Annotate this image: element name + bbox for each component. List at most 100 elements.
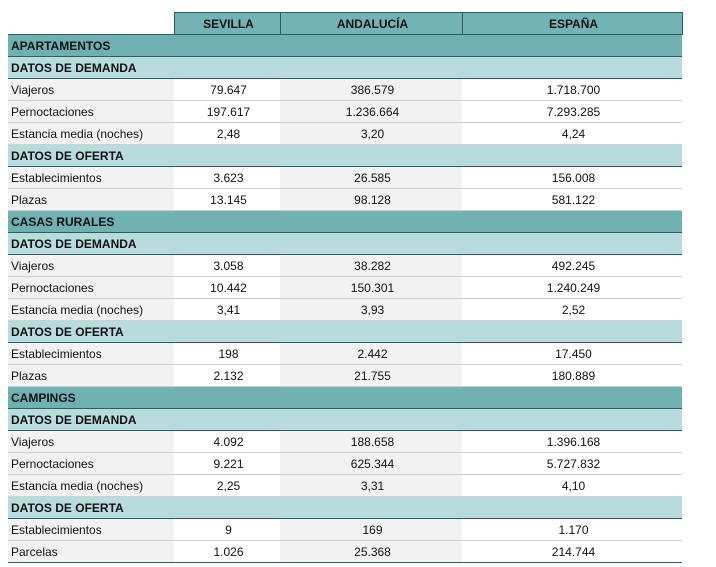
cell-espana: 1.170 [462, 518, 682, 541]
section-header-row: CASAS RURALES [8, 210, 682, 233]
cell-espana: 492.245 [462, 254, 682, 277]
row-label: Viajeros [8, 254, 174, 277]
header-blank-cell [8, 12, 174, 35]
table-row: Pernoctaciones 10.442 150.301 1.240.249 [8, 276, 682, 299]
cell-andalucia: 1.236.664 [280, 100, 462, 123]
group-header-row: DATOS DE DEMANDA [8, 56, 682, 79]
group-title: DATOS DE DEMANDA [8, 56, 682, 79]
cell-andalucia: 150.301 [280, 276, 462, 299]
group-header-row: DATOS DE DEMANDA [8, 408, 682, 431]
table-body: APARTAMENTOS DATOS DE DEMANDA Viajeros 79.6… [8, 34, 682, 563]
table-row: Viajeros 4.092 188.658 1.396.168 [8, 430, 682, 453]
cell-espana: 1.396.168 [462, 430, 682, 453]
cell-andalucia: 2.442 [280, 342, 462, 365]
column-header-sevilla: SEVILLA [173, 12, 281, 35]
group-header-row: DATOS DE OFERTA [8, 320, 682, 343]
cell-espana: 1.240.249 [462, 276, 682, 299]
row-label: Pernoctaciones [8, 276, 174, 299]
row-label: Estancia media (noches) [8, 298, 174, 321]
row-label: Pernoctaciones [8, 100, 174, 123]
column-header-andalucia: ANDALUCÍA [279, 12, 463, 35]
cell-sevilla: 10.442 [174, 276, 280, 299]
cell-espana: 4,10 [462, 474, 682, 497]
group-title: DATOS DE OFERTA [8, 144, 682, 167]
cell-sevilla: 3,41 [174, 298, 280, 321]
row-label: Estancia media (noches) [8, 474, 174, 497]
cell-sevilla: 9 [174, 518, 280, 541]
cell-sevilla: 1.026 [174, 540, 280, 563]
group-header-row: DATOS DE OFERTA [8, 496, 682, 519]
section-header-row: APARTAMENTOS [8, 34, 682, 57]
table-row: Establecimientos 9 169 1.170 [8, 518, 682, 541]
table-row: Viajeros 3.058 38.282 492.245 [8, 254, 682, 277]
cell-sevilla: 3.623 [174, 166, 280, 189]
cell-andalucia: 3,31 [280, 474, 462, 497]
group-title: DATOS DE OFERTA [8, 496, 682, 519]
table-row: Estancia media (noches) 2,25 3,31 4,10 [8, 474, 682, 497]
cell-andalucia: 26.585 [280, 166, 462, 189]
row-label: Viajeros [8, 78, 174, 101]
row-label: Pernoctaciones [8, 452, 174, 475]
row-label: Establecimientos [8, 342, 174, 365]
row-label: Plazas [8, 364, 174, 387]
cell-sevilla: 79.647 [174, 78, 280, 101]
cell-sevilla: 197.617 [174, 100, 280, 123]
group-header-row: DATOS DE DEMANDA [8, 232, 682, 255]
cell-espana: 4,24 [462, 122, 682, 145]
cell-espana: 1.718.700 [462, 78, 682, 101]
row-label: Viajeros [8, 430, 174, 453]
column-header-row: SEVILLA ANDALUCÍA ESPAÑA [8, 12, 683, 35]
row-label: Establecimientos [8, 518, 174, 541]
cell-espana: 180.889 [462, 364, 682, 387]
table-row: Pernoctaciones 9.221 625.344 5.727.832 [8, 452, 682, 475]
table-row: Viajeros 79.647 386.579 1.718.700 [8, 78, 682, 101]
group-title: DATOS DE DEMANDA [8, 232, 682, 255]
cell-sevilla: 3.058 [174, 254, 280, 277]
cell-sevilla: 4.092 [174, 430, 280, 453]
cell-espana: 7.293.285 [462, 100, 682, 123]
row-label: Parcelas [8, 540, 174, 563]
table-row: Parcelas 1.026 25.368 214.744 [8, 540, 682, 563]
table-row: Estancia media (noches) 2,48 3,20 4,24 [8, 122, 682, 145]
cell-sevilla: 2.132 [174, 364, 280, 387]
column-header-espana: ESPAÑA [461, 12, 683, 35]
group-title: DATOS DE DEMANDA [8, 408, 682, 431]
cell-sevilla: 13.145 [174, 188, 280, 211]
table-row: Plazas 2.132 21.755 180.889 [8, 364, 682, 387]
row-label: Establecimientos [8, 166, 174, 189]
cell-andalucia: 169 [280, 518, 462, 541]
row-label: Estancia media (noches) [8, 122, 174, 145]
section-title: CASAS RURALES [8, 210, 682, 233]
cell-espana: 214.744 [462, 540, 682, 563]
cell-andalucia: 625.344 [280, 452, 462, 475]
cell-espana: 581.122 [462, 188, 682, 211]
section-title: CAMPINGS [8, 386, 682, 409]
section-header-row: CAMPINGS [8, 386, 682, 409]
group-title: DATOS DE OFERTA [8, 320, 682, 343]
table-row: Establecimientos 198 2.442 17.450 [8, 342, 682, 365]
cell-espana: 5.727.832 [462, 452, 682, 475]
cell-andalucia: 25.368 [280, 540, 462, 563]
cell-andalucia: 386.579 [280, 78, 462, 101]
cell-sevilla: 2,25 [174, 474, 280, 497]
cell-andalucia: 21.755 [280, 364, 462, 387]
row-label: Plazas [8, 188, 174, 211]
tourism-data-table: SEVILLA ANDALUCÍA ESPAÑA APARTAMENTOS DAT… [8, 12, 683, 563]
group-header-row: DATOS DE OFERTA [8, 144, 682, 167]
table-row: Establecimientos 3.623 26.585 156.008 [8, 166, 682, 189]
section-title: APARTAMENTOS [8, 34, 682, 57]
table-row: Pernoctaciones 197.617 1.236.664 7.293.285 [8, 100, 682, 123]
cell-sevilla: 9.221 [174, 452, 280, 475]
table-row: Estancia media (noches) 3,41 3,93 2,52 [8, 298, 682, 321]
cell-espana: 17.450 [462, 342, 682, 365]
cell-andalucia: 98.128 [280, 188, 462, 211]
cell-andalucia: 38.282 [280, 254, 462, 277]
cell-andalucia: 3,93 [280, 298, 462, 321]
cell-andalucia: 188.658 [280, 430, 462, 453]
cell-sevilla: 198 [174, 342, 280, 365]
cell-espana: 2,52 [462, 298, 682, 321]
table-row: Plazas 13.145 98.128 581.122 [8, 188, 682, 211]
cell-espana: 156.008 [462, 166, 682, 189]
cell-sevilla: 2,48 [174, 122, 280, 145]
cell-andalucia: 3,20 [280, 122, 462, 145]
